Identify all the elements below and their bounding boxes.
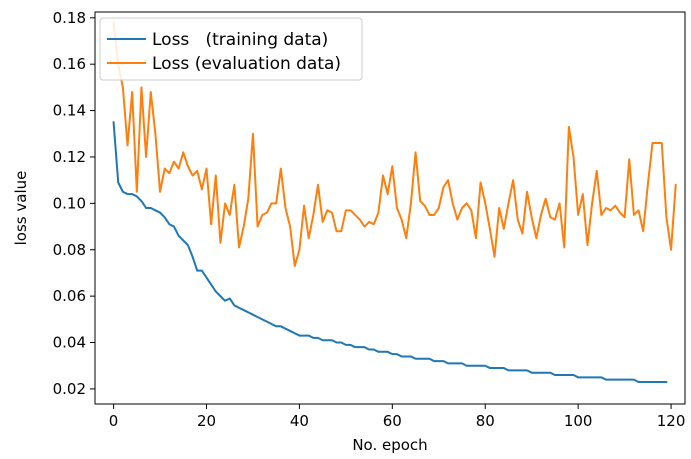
x-axis-label: No. epoch [352,436,427,454]
y-axis-ticks: 0.02 0.04 0.06 0.08 0.10 0.12 0.14 0.16 0.18 [53,9,95,398]
y-tick-label: 0.12 [53,148,86,166]
legend-box [99,17,363,81]
y-tick-label: 0.04 [53,334,86,352]
y-tick-label: 0.08 [53,241,86,259]
legend: Loss (training data) Loss (evaluation da… [99,17,363,81]
y-tick-label: 0.16 [53,55,86,73]
y-axis-label: loss value [12,171,30,246]
y-tick-label: 0.14 [53,102,86,120]
x-tick-label: 80 [476,412,495,430]
x-axis-ticks: 0 20 40 60 80 100 120 [109,404,686,430]
x-tick-label: 120 [657,412,686,430]
x-tick-label: 40 [290,412,309,430]
x-tick-label: 100 [564,412,593,430]
legend-label-evaluation: Loss (evaluation data) [152,54,341,74]
series-layer [112,21,677,383]
y-tick-label: 0.02 [53,380,86,398]
y-tick-label: 0.18 [53,9,86,27]
y-tick-label: 0.10 [53,194,86,212]
x-tick-label: 20 [197,412,216,430]
x-tick-label: 60 [383,412,402,430]
y-tick-label: 0.06 [53,287,86,305]
legend-label-training: Loss (training data) [152,30,328,50]
series-evaluation-line [112,21,677,267]
plot-frame [94,11,686,405]
x-tick-label: 0 [109,412,119,430]
series-training-line [112,121,668,383]
